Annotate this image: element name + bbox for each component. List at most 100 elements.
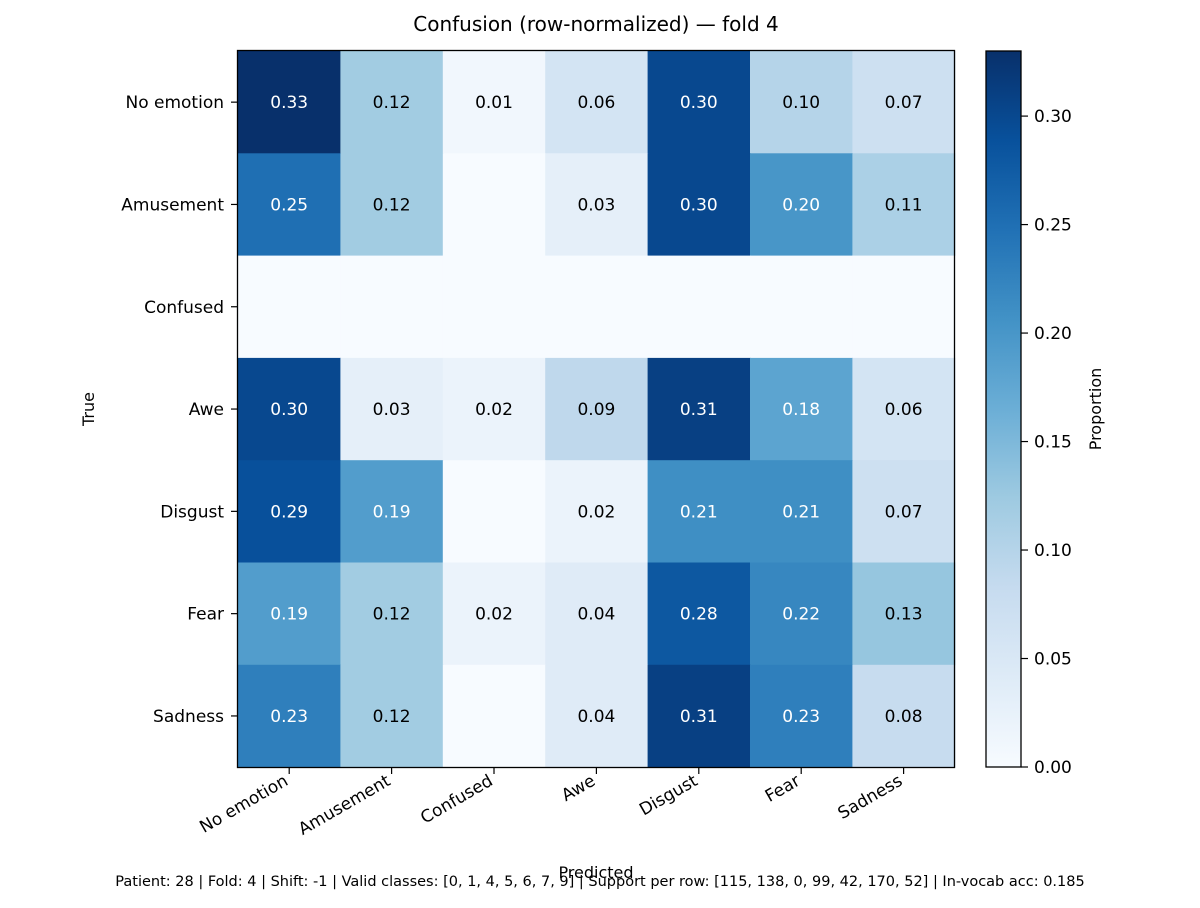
- cell-value-label: 0.21: [680, 502, 718, 522]
- heatmap-cell: [238, 460, 341, 564]
- heatmap-cell: [647, 153, 751, 257]
- heatmap-cell: [442, 153, 546, 257]
- cell-value-label: 0.33: [270, 93, 308, 113]
- colorbar: [985, 50, 1022, 768]
- cell-value-label: 0.25: [270, 195, 308, 215]
- cell-value-label: 0.12: [373, 605, 411, 625]
- colorbar-label: Proportion: [1086, 368, 1105, 451]
- heatmap-cells: [238, 51, 956, 768]
- heatmap-cell: [340, 562, 444, 666]
- heatmap-cell: [750, 255, 853, 359]
- heatmap-cell: [442, 51, 546, 154]
- heatmap-cell: [442, 357, 546, 461]
- heatmap-cell: [442, 460, 546, 564]
- heatmap-cell: [852, 153, 956, 257]
- cell-value-label: 0.28: [680, 605, 718, 625]
- cell-value-label: 0.31: [680, 707, 718, 727]
- chart-title: Confusion (row-normalized) — fold 4: [413, 12, 779, 36]
- cell-value-label: 0.09: [577, 400, 615, 420]
- cell-value-label: 0.11: [885, 195, 923, 215]
- cell-value-label: 0.12: [373, 707, 411, 727]
- colorbar-tick-label: 0.00: [1034, 758, 1072, 778]
- cell-value-label: 0.22: [782, 605, 820, 625]
- y-axis-ticks: No emotion Amusement Confused Awe Disgust Fea…: [121, 93, 238, 727]
- y-tick-label: Confused: [144, 298, 224, 318]
- y-tick-label: Awe: [189, 400, 224, 420]
- cell-value-label: 0.30: [270, 400, 308, 420]
- heatmap-cell: [340, 153, 444, 257]
- heatmap-cell: [442, 255, 546, 359]
- heatmap-cell: [545, 664, 649, 768]
- cell-value-label: 0.06: [885, 400, 923, 420]
- heatmap-cell: [442, 664, 546, 768]
- heatmap-cell: [852, 51, 956, 154]
- cell-value-label: 0.30: [680, 195, 718, 215]
- colorbar-tick-label: 0.15: [1034, 433, 1072, 453]
- x-tick-label: Disgust: [636, 771, 702, 820]
- heatmap-cell: [545, 357, 649, 461]
- heatmap-cell: [750, 562, 853, 666]
- x-tick-label: Sadness: [835, 771, 907, 824]
- heatmap-cell: [647, 255, 751, 359]
- heatmap-cell: [340, 460, 444, 564]
- heatmap-cell: [750, 664, 853, 768]
- heatmap-cell: [340, 51, 444, 154]
- cell-value-label: 0.03: [577, 195, 615, 215]
- cell-value-label: 0.29: [270, 502, 308, 522]
- heatmap-cell: [545, 562, 649, 666]
- heatmap-cell: [545, 153, 649, 257]
- heatmap-cell: [647, 51, 751, 154]
- cell-value-label: 0.02: [475, 400, 513, 420]
- x-tick-label: Awe: [558, 771, 599, 806]
- heatmap-cell: [852, 664, 956, 768]
- heatmap-cell: [852, 562, 956, 666]
- colorbar-tick-label: 0.30: [1034, 107, 1072, 127]
- heatmap-cell: [545, 460, 649, 564]
- cell-value-label: 0.10: [782, 93, 820, 113]
- heatmap-cell: [852, 255, 956, 359]
- colorbar-tick-label: 0.05: [1034, 650, 1072, 670]
- cell-value-label: 0.23: [782, 707, 820, 727]
- heatmap-cell: [750, 460, 853, 564]
- heatmap-cell: [238, 357, 341, 461]
- x-tick-label: No emotion: [196, 771, 291, 838]
- cell-value-label: 0.02: [475, 605, 513, 625]
- heatmap-cell: [750, 357, 853, 461]
- colorbar-tick-label: 0.10: [1034, 541, 1072, 561]
- cell-value-label: 0.03: [373, 400, 411, 420]
- cell-value-label: 0.12: [373, 195, 411, 215]
- cell-value-label: 0.12: [373, 93, 411, 113]
- heatmap-cell: [238, 51, 341, 154]
- cell-value-label: 0.01: [475, 93, 513, 113]
- heatmap-cell: [647, 664, 751, 768]
- cell-value-label: 0.23: [270, 707, 308, 727]
- x-tick-label: Amusement: [295, 771, 394, 840]
- cell-value-label: 0.04: [577, 707, 615, 727]
- x-axis-ticks: No emotion Amusement Confused Awe Disgust Fea…: [196, 767, 906, 840]
- heatmap-cell: [545, 51, 649, 154]
- heatmap-cell: [647, 460, 751, 564]
- y-tick-label: No emotion: [125, 93, 224, 113]
- heatmap-cell: [340, 664, 444, 768]
- heatmap-cell: [238, 153, 341, 257]
- heatmap-cell: [852, 357, 956, 461]
- heatmap-cell: [647, 562, 751, 666]
- cell-value-label: 0.19: [373, 502, 411, 522]
- y-tick-label: Disgust: [160, 502, 224, 522]
- cell-value-label: 0.07: [885, 93, 923, 113]
- cell-value-label: 0.08: [885, 707, 923, 727]
- heatmap-cell: [750, 51, 853, 154]
- cell-value-label: 0.20: [782, 195, 820, 215]
- x-tick-label: Fear: [762, 771, 804, 807]
- cell-value-label: 0.30: [680, 93, 718, 113]
- y-axis-label: True: [79, 392, 98, 427]
- cell-value-label: 0.19: [270, 605, 308, 625]
- cell-value-label: 0.31: [680, 400, 718, 420]
- heatmap-cell: [340, 255, 444, 359]
- colorbar-ticks: 0.00 0.05 0.10 0.15 0.20 0.25 0.30: [1021, 107, 1072, 778]
- cell-value-label: 0.13: [885, 605, 923, 625]
- x-tick-label: Confused: [417, 771, 496, 828]
- heatmap-cell: [647, 357, 751, 461]
- colorbar-tick-label: 0.25: [1034, 216, 1072, 236]
